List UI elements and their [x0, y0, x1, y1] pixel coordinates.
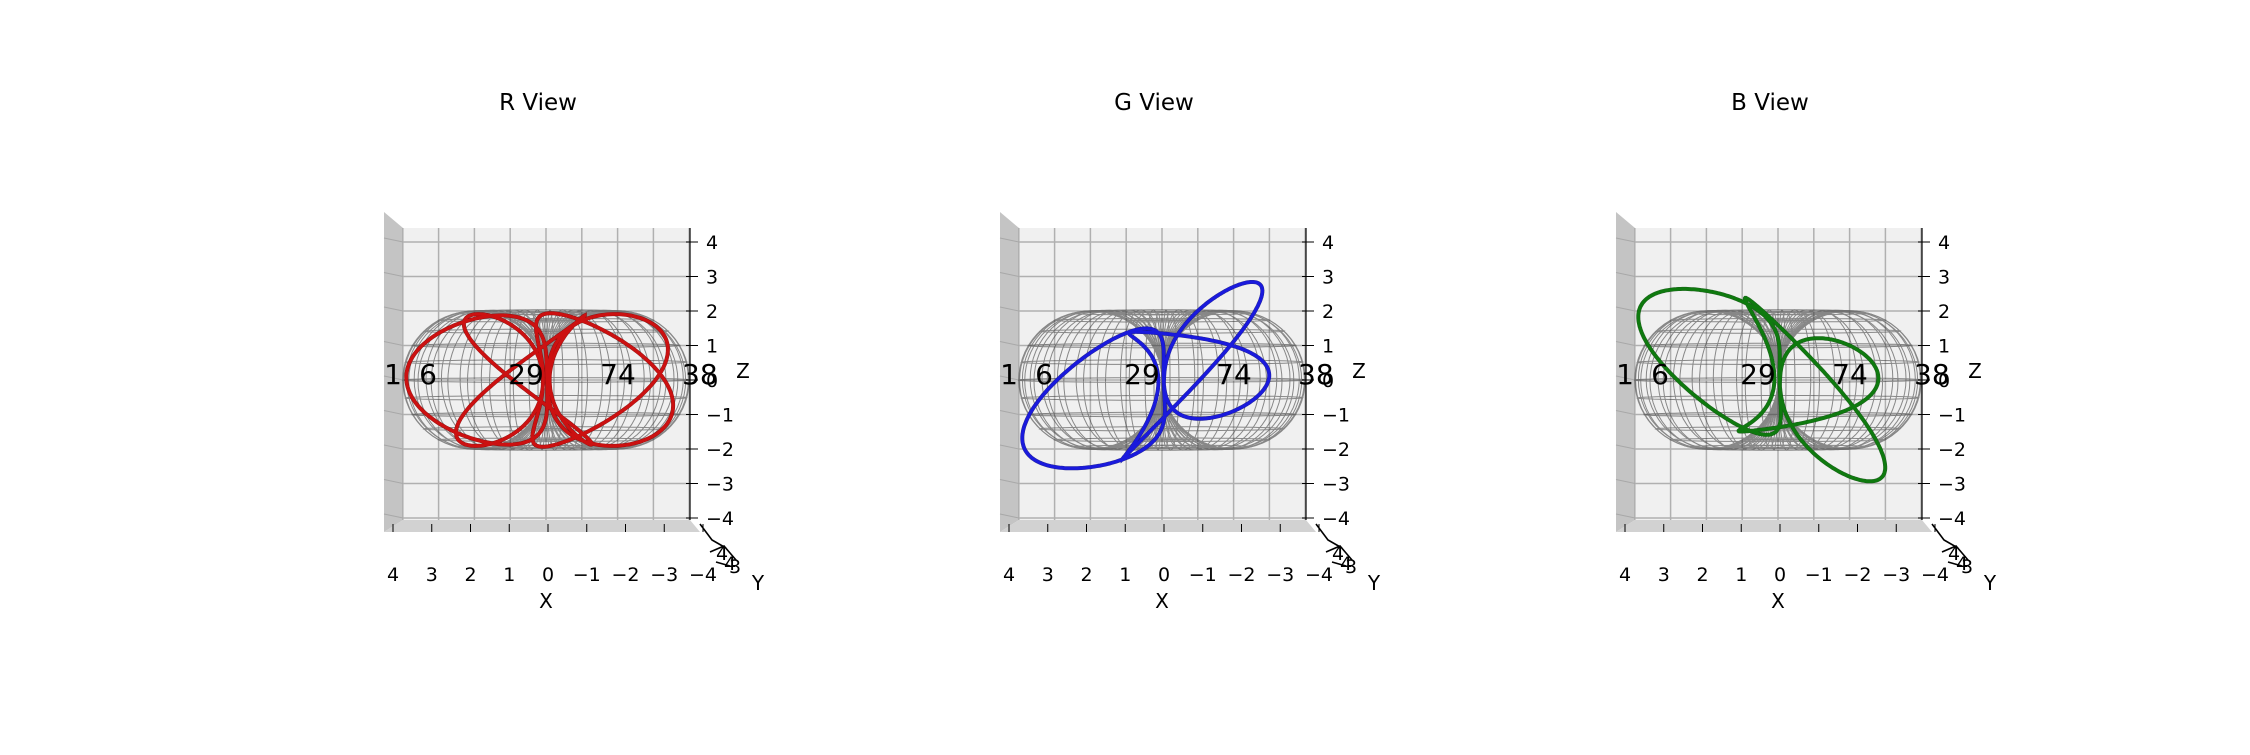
x-tick-label: −4 — [689, 564, 717, 586]
x-tick-label: 0 — [542, 564, 554, 586]
x-tick-label: −3 — [650, 564, 678, 586]
z-axis-label: Z — [736, 359, 750, 383]
z-tick-label: 2 — [1322, 301, 1334, 323]
x-axis-label: X — [539, 589, 553, 613]
point-annotation: 29 — [1124, 358, 1160, 391]
x-tick-label: 1 — [1735, 564, 1747, 586]
z-axis-label: Z — [1352, 359, 1366, 383]
x-tick-label: 0 — [1158, 564, 1170, 586]
z-tick-label: 2 — [706, 301, 718, 323]
x-tick-label: 1 — [503, 564, 515, 586]
x-tick-label: 3 — [1658, 564, 1670, 586]
x-tick-label: −3 — [1882, 564, 1910, 586]
x-tick-label: 4 — [1003, 564, 1015, 586]
x-tick-label: 1 — [1119, 564, 1131, 586]
point-annotation: 1 — [1616, 358, 1634, 391]
x-tick-label: −2 — [611, 564, 639, 586]
z-tick-label: −3 — [706, 474, 734, 496]
z-tick-label: 3 — [1322, 267, 1334, 289]
x-tick-label: −1 — [1189, 564, 1217, 586]
z-tick-label: 4 — [1322, 232, 1334, 254]
z-tick-label: −2 — [706, 439, 734, 461]
point-annotation: 29 — [508, 358, 544, 391]
x-tick-label: 0 — [1774, 564, 1786, 586]
x-tick-label: −2 — [1843, 564, 1871, 586]
point-annotation: 38 — [1298, 358, 1334, 391]
x-tick-label: −1 — [1805, 564, 1833, 586]
z-tick-label: 1 — [1938, 336, 1950, 358]
y-tick-label: 3 — [1961, 556, 1973, 578]
point-annotation: 74 — [1832, 358, 1868, 391]
point-annotation: 38 — [682, 358, 718, 391]
z-tick-label: −1 — [706, 405, 734, 427]
point-annotation: 1 — [1000, 358, 1018, 391]
z-tick-label: −4 — [1322, 508, 1350, 530]
z-tick-label: 4 — [1938, 232, 1950, 254]
x-tick-label: −4 — [1921, 564, 1949, 586]
x-tick-label: 4 — [1619, 564, 1631, 586]
z-tick-label: 1 — [706, 336, 718, 358]
z-tick-label: −3 — [1938, 474, 1966, 496]
point-annotation: 74 — [600, 358, 636, 391]
x-tick-label: 2 — [1080, 564, 1092, 586]
y-axis-label: Y — [1983, 571, 1997, 595]
y-axis-label: Y — [1367, 571, 1381, 595]
z-tick-label: 2 — [1938, 301, 1950, 323]
z-tick-label: 3 — [706, 267, 718, 289]
y-tick-label: 3 — [1345, 556, 1357, 578]
z-tick-label: −2 — [1938, 439, 1966, 461]
z-tick-label: −4 — [1938, 508, 1966, 530]
z-tick-label: −3 — [1322, 474, 1350, 496]
z-tick-label: −1 — [1322, 405, 1350, 427]
torus-parallel — [525, 428, 567, 429]
z-tick-label: 4 — [706, 232, 718, 254]
x-tick-label: −1 — [573, 564, 601, 586]
chart-title: G View — [1114, 90, 1194, 116]
z-axis-label: Z — [1968, 359, 1982, 383]
chart-title: B View — [1731, 90, 1809, 116]
x-tick-label: 2 — [1696, 564, 1708, 586]
x-tick-label: 3 — [1042, 564, 1054, 586]
z-tick-label: 3 — [1938, 267, 1950, 289]
z-tick-label: 1 — [1322, 336, 1334, 358]
x-tick-label: 3 — [426, 564, 438, 586]
point-annotation: 6 — [1651, 358, 1669, 391]
point-annotation: 6 — [1035, 358, 1053, 391]
x-axis-label: X — [1155, 589, 1169, 613]
point-annotation: 6 — [419, 358, 437, 391]
x-tick-label: −2 — [1227, 564, 1255, 586]
point-annotation: 1 — [384, 358, 402, 391]
point-annotation: 29 — [1740, 358, 1776, 391]
x-tick-label: 4 — [387, 564, 399, 586]
x-tick-label: 2 — [464, 564, 476, 586]
chart-title: R View — [499, 90, 577, 116]
x-axis-label: X — [1771, 589, 1785, 613]
y-tick-label: 3 — [729, 556, 741, 578]
point-annotation: 38 — [1914, 358, 1950, 391]
z-tick-label: −2 — [1322, 439, 1350, 461]
x-tick-label: −4 — [1305, 564, 1333, 586]
point-annotation: 74 — [1216, 358, 1252, 391]
x-tick-label: −3 — [1266, 564, 1294, 586]
y-axis-label: Y — [751, 571, 765, 595]
z-tick-label: −4 — [706, 508, 734, 530]
z-tick-label: −1 — [1938, 405, 1966, 427]
